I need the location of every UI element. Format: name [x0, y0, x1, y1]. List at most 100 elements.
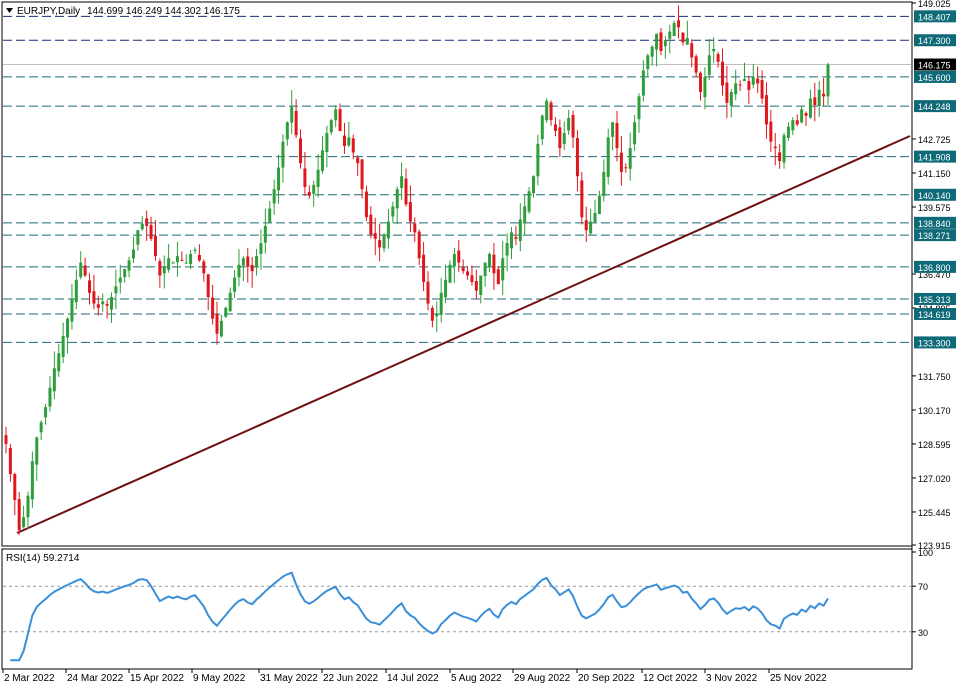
candle[interactable]: [474, 269, 478, 300]
candle[interactable]: [114, 269, 118, 310]
candle[interactable]: [206, 274, 210, 311]
candle[interactable]: [39, 420, 43, 440]
candle[interactable]: [778, 144, 782, 169]
candle[interactable]: [659, 28, 663, 56]
candle[interactable]: [320, 135, 324, 174]
candle[interactable]: [233, 270, 237, 299]
candle[interactable]: [822, 77, 826, 106]
candle[interactable]: [611, 121, 615, 151]
candle[interactable]: [382, 233, 386, 253]
candle[interactable]: [83, 257, 87, 278]
candle[interactable]: [167, 243, 171, 273]
candlestick-series[interactable]: [4, 5, 830, 536]
candle[interactable]: [769, 109, 773, 152]
candle[interactable]: [786, 122, 790, 141]
candle[interactable]: [593, 199, 597, 224]
candle[interactable]: [549, 100, 553, 126]
candle[interactable]: [619, 135, 623, 186]
candle[interactable]: [655, 33, 659, 67]
candle[interactable]: [637, 93, 641, 133]
candle[interactable]: [290, 90, 294, 134]
candle[interactable]: [584, 206, 588, 243]
candle[interactable]: [575, 130, 579, 192]
candle[interactable]: [624, 163, 628, 173]
candle[interactable]: [180, 251, 184, 262]
candle[interactable]: [672, 20, 676, 37]
candle[interactable]: [707, 38, 711, 81]
candle[interactable]: [641, 60, 645, 102]
candle[interactable]: [501, 241, 505, 296]
candle[interactable]: [628, 132, 632, 181]
candle[interactable]: [606, 128, 610, 185]
candle[interactable]: [101, 293, 105, 312]
candle[interactable]: [400, 162, 404, 201]
candle[interactable]: [175, 241, 179, 277]
candle[interactable]: [413, 217, 417, 242]
candle[interactable]: [241, 256, 245, 282]
candle[interactable]: [773, 133, 777, 166]
candle[interactable]: [571, 110, 575, 148]
candle[interactable]: [197, 244, 201, 262]
candle[interactable]: [470, 265, 474, 286]
candle[interactable]: [461, 259, 465, 274]
candle[interactable]: [510, 226, 514, 259]
candle[interactable]: [215, 301, 219, 345]
candle[interactable]: [408, 185, 412, 233]
candle[interactable]: [246, 247, 250, 283]
candle[interactable]: [615, 110, 619, 162]
candle[interactable]: [351, 134, 355, 160]
candle[interactable]: [742, 62, 746, 82]
candle[interactable]: [228, 287, 232, 312]
candle[interactable]: [294, 99, 298, 139]
candle[interactable]: [699, 71, 703, 101]
candle[interactable]: [255, 248, 259, 276]
candle[interactable]: [681, 32, 685, 46]
candle[interactable]: [422, 241, 426, 292]
candle[interactable]: [136, 230, 140, 251]
candle[interactable]: [272, 179, 276, 215]
candle[interactable]: [536, 134, 540, 186]
candle[interactable]: [35, 436, 39, 481]
candle[interactable]: [813, 82, 817, 122]
candle[interactable]: [307, 185, 311, 199]
candle[interactable]: [105, 299, 109, 319]
candle[interactable]: [325, 125, 329, 168]
candle[interactable]: [800, 106, 804, 124]
candle[interactable]: [153, 220, 157, 261]
candle[interactable]: [479, 275, 483, 304]
candle[interactable]: [457, 239, 461, 272]
candle[interactable]: [404, 168, 408, 207]
trendline[interactable]: [16, 135, 911, 534]
candle[interactable]: [558, 119, 562, 158]
candle[interactable]: [70, 283, 74, 330]
candle[interactable]: [435, 301, 439, 333]
candle[interactable]: [4, 426, 8, 454]
candle[interactable]: [386, 209, 390, 249]
candle[interactable]: [329, 118, 333, 136]
candle[interactable]: [8, 443, 12, 482]
candle[interactable]: [145, 210, 149, 241]
candle[interactable]: [668, 24, 672, 54]
candle[interactable]: [430, 305, 434, 328]
candle[interactable]: [712, 37, 716, 64]
candle[interactable]: [417, 229, 421, 265]
candle[interactable]: [364, 185, 368, 222]
candle[interactable]: [347, 121, 351, 148]
candle[interactable]: [734, 69, 738, 101]
candle[interactable]: [360, 158, 364, 199]
candle[interactable]: [123, 268, 127, 283]
candle[interactable]: [259, 229, 263, 270]
candle[interactable]: [202, 259, 206, 282]
candle[interactable]: [448, 260, 452, 284]
candle[interactable]: [378, 223, 382, 262]
candle[interactable]: [149, 216, 153, 241]
candle[interactable]: [373, 217, 377, 256]
candle[interactable]: [395, 186, 399, 225]
candle[interactable]: [281, 134, 285, 183]
candle[interactable]: [26, 491, 30, 529]
candle[interactable]: [44, 403, 48, 425]
candle[interactable]: [140, 216, 144, 231]
candle[interactable]: [685, 20, 689, 45]
candle[interactable]: [505, 233, 509, 272]
candle[interactable]: [725, 65, 729, 119]
